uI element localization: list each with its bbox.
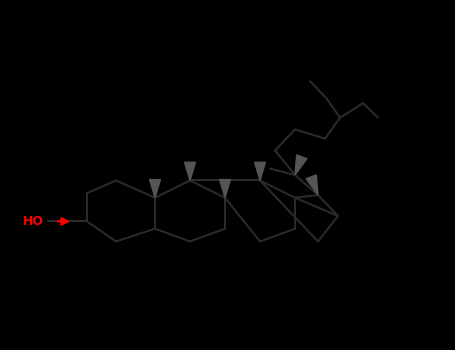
Polygon shape xyxy=(185,162,196,181)
Text: HO: HO xyxy=(23,215,44,228)
Polygon shape xyxy=(220,180,231,198)
Polygon shape xyxy=(254,162,265,181)
Polygon shape xyxy=(150,180,161,198)
Polygon shape xyxy=(306,175,318,195)
Polygon shape xyxy=(295,155,307,175)
